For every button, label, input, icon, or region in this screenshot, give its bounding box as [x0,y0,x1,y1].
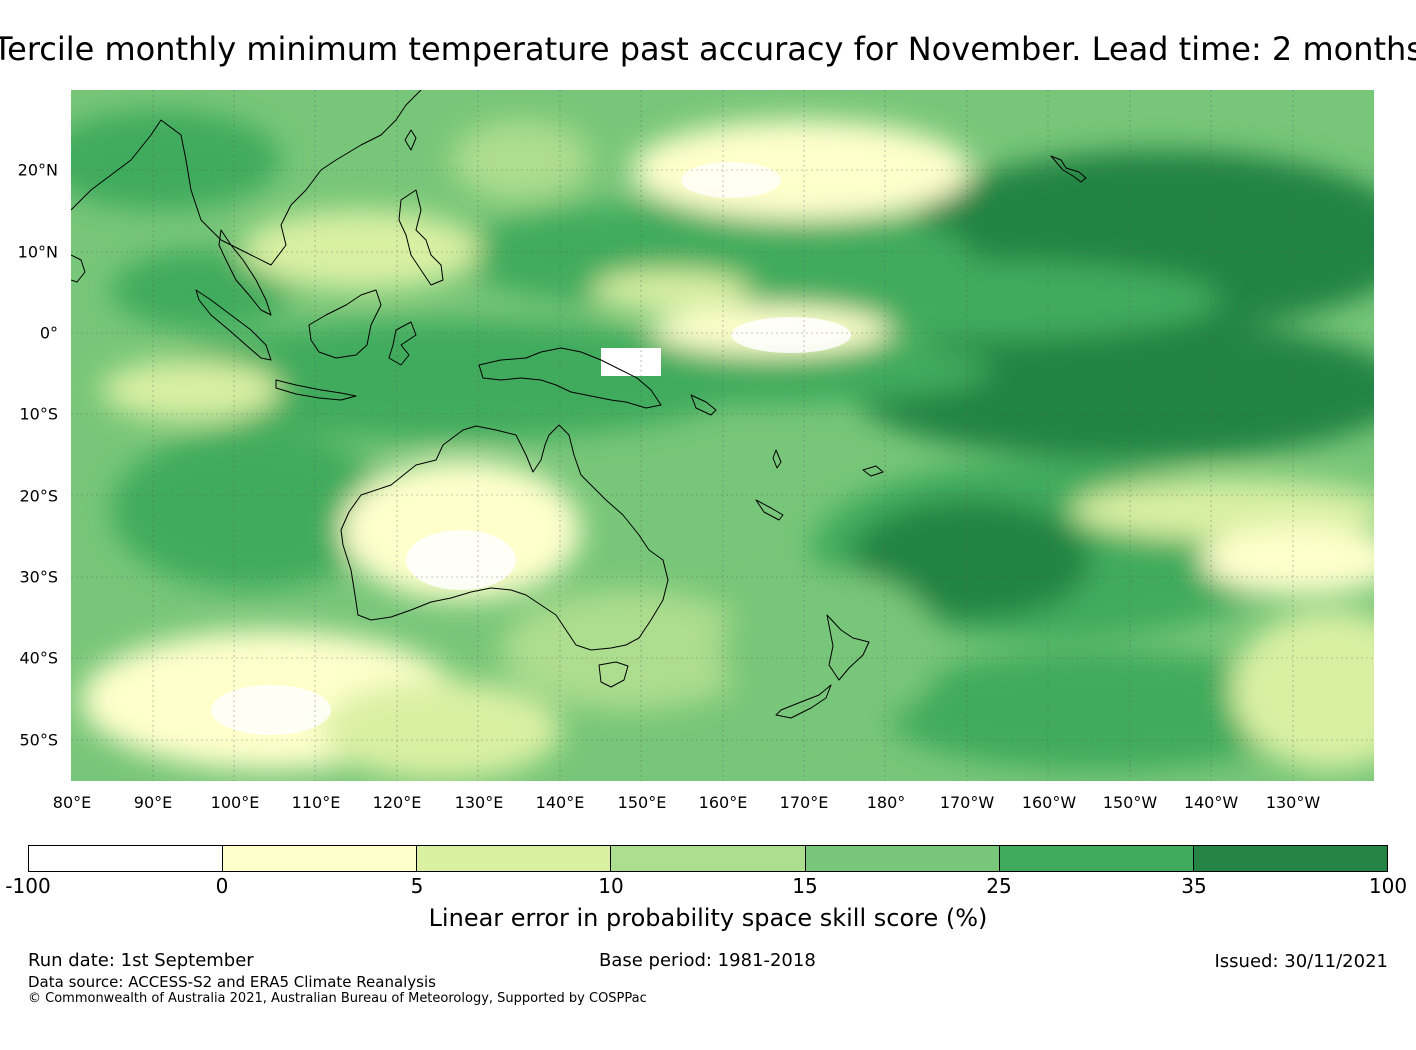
solomon-islands-coastline [690,394,717,416]
new-zealand-north-coastline [826,614,870,681]
colorbar-label: Linear error in probability space skill … [428,904,988,932]
lat-label: 10°S [19,404,58,424]
colorbar-tick: -100 [5,874,51,898]
skill-region [451,120,591,200]
map-title: Tercile monthly minimum temperature past… [0,30,1416,68]
colorbar-tick: 0 [215,874,229,898]
skill-region [501,590,761,710]
skill-region [101,360,281,420]
sumatra-coastline [195,289,272,361]
lon-label: 150°E [617,793,667,812]
australia-coastline [340,424,669,651]
skill-region [591,270,751,310]
lon-label: 130°E [454,793,504,812]
mainland-asia-coastline [71,90,422,266]
coastlines [71,90,1087,719]
philippines-coastline [398,189,444,286]
malay-peninsula-coastline [218,229,272,316]
colorbar-segment [999,846,1194,871]
new-zealand-south-coastline [775,684,832,719]
colorbar-tick: 5 [410,874,424,898]
lon-label: 160°E [698,793,748,812]
skill-region [601,348,661,376]
skill-region [731,317,851,353]
lon-label: 170°E [779,793,829,812]
skill-region [1231,610,1374,770]
colorbar-tick: 15 [792,874,818,898]
skill-region [71,110,281,210]
colorbar-segment [223,846,418,871]
lon-label: 170°W [939,793,995,812]
skill-region [211,685,331,735]
colorbar-tick: 35 [1181,874,1207,898]
lon-label: 110°E [291,793,341,812]
lat-label: 30°S [19,567,58,587]
run-date: Run date: 1st September [28,950,254,971]
colorbar-tick: 25 [986,874,1012,898]
skill-region [241,210,481,290]
lat-label: 0° [39,323,58,343]
skill-region [321,680,561,780]
lon-label: 140°W [1183,793,1239,812]
skill-region [111,250,291,330]
lon-label: 90°E [133,793,173,812]
colorbar-tick: 100 [1368,874,1408,898]
lat-label: 20°N [17,160,58,180]
new-caledonia-coastline [755,499,784,521]
colorbar-segment [417,846,612,871]
colorbar-segment [1193,846,1387,871]
lon-label: 160°W [1021,793,1077,812]
fiji-coastline [862,465,884,477]
colorbar [28,845,1388,872]
skill-region [111,430,391,590]
map-canvas [71,90,1374,781]
lat-label: 20°S [19,486,58,506]
skill-score-map [71,90,1374,781]
colorbar-segment [29,846,224,871]
skill-region [451,200,971,310]
lon-label: 150°W [1102,793,1158,812]
colorbar-segment [805,846,1000,871]
data-source: Data source: ACCESS-S2 and ERA5 Climate … [28,973,436,991]
skill-region [851,320,1374,460]
java-coastline [275,379,357,401]
skill-region [851,500,1091,620]
lat-label: 50°S [19,730,58,750]
skill-region [681,162,781,198]
issued-date: Issued: 30/11/2021 [1214,951,1388,972]
lon-label: 180° [866,793,906,812]
lon-label: 100°E [210,793,260,812]
lon-label: 140°E [535,793,585,812]
colorbar-tick: 10 [598,874,624,898]
sri-lanka-coastline [71,254,86,283]
borneo-coastline [308,289,382,359]
copyright: © Commonwealth of Australia 2021, Austra… [28,991,647,1006]
skill-region [721,570,941,730]
colorbar-segment [611,846,806,871]
tasmania-coastline [598,661,629,688]
skill-region [406,530,516,590]
lat-label: 10°N [17,242,58,262]
skill-region [1201,525,1374,595]
taiwan-coastline [404,129,417,151]
lon-label: 80°E [52,793,92,812]
new-guinea-coastline [478,347,662,409]
sulawesi-coastline [388,321,417,366]
base-period: Base period: 1981-2018 [599,950,816,971]
lon-label: 130°W [1265,793,1321,812]
vanuatu-coastline [772,449,782,469]
hawaii-coastline [1050,155,1087,183]
lat-label: 40°S [19,648,58,668]
graticule [71,90,1374,781]
lon-label: 120°E [372,793,422,812]
